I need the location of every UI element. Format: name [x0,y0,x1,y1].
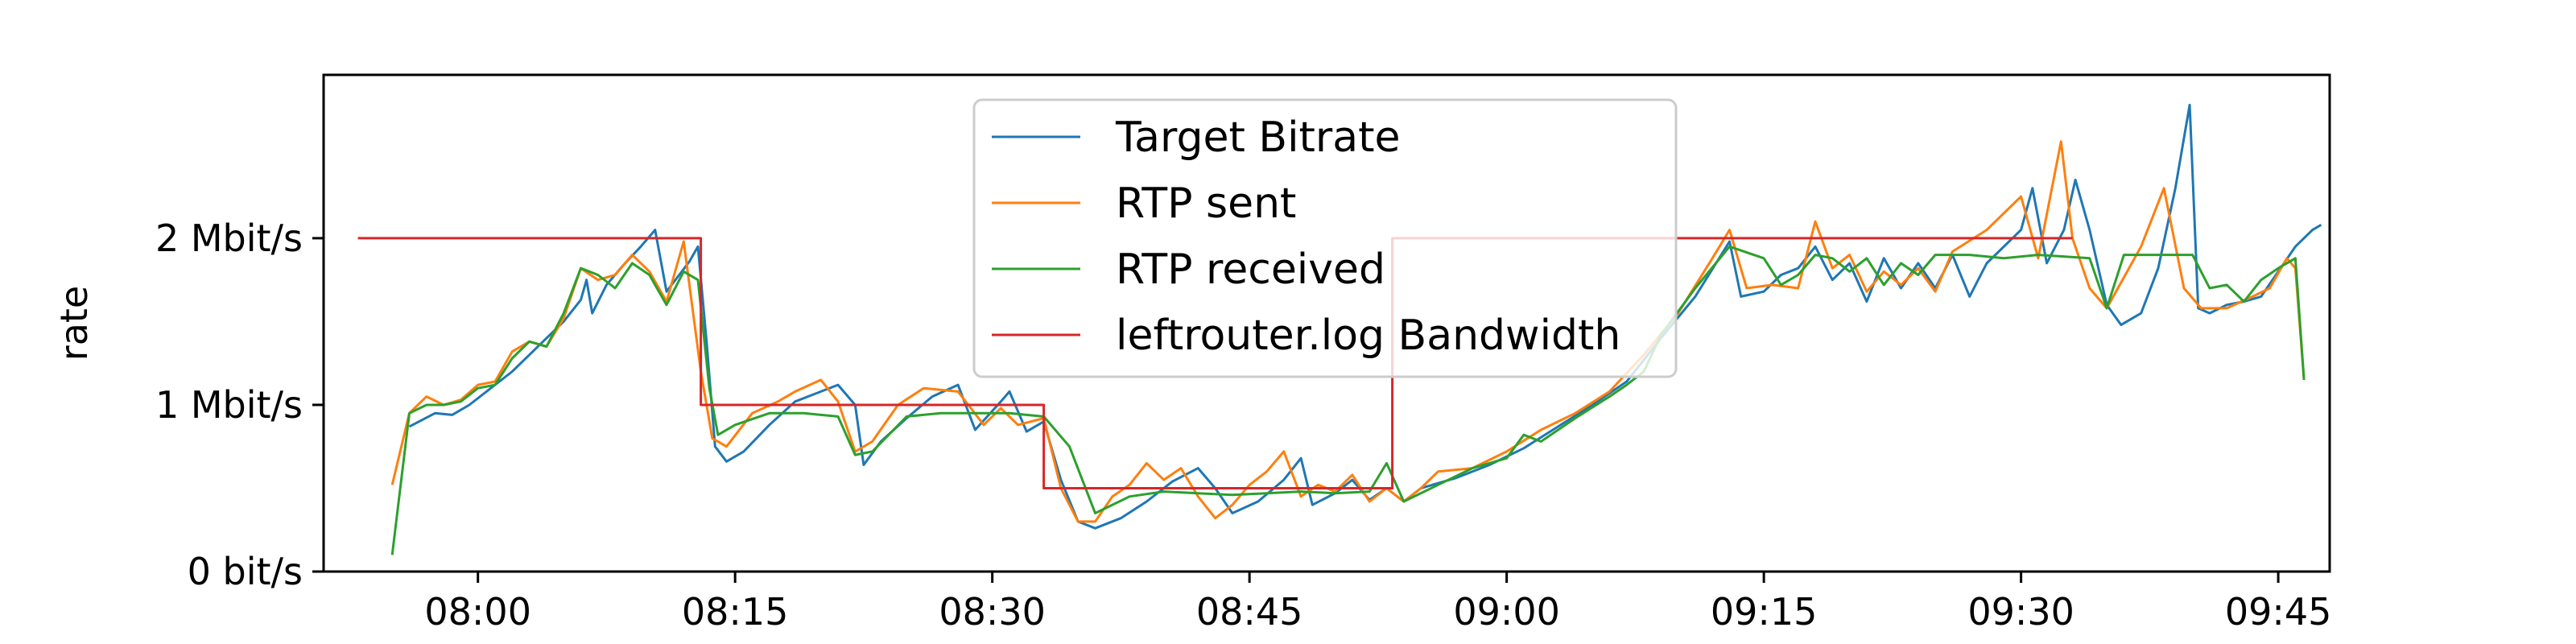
plot-frame [322,73,2331,573]
x-tick-label: 09:45 [2225,590,2332,634]
series-line-2 [390,140,2306,523]
legend-entry: RTP sent [1116,180,1296,228]
x-tick-label: 09:00 [1453,590,1560,634]
y-axis-label: rate [52,286,96,361]
y-tick-label: 2 Mbit/s [155,217,303,260]
series-line-1 [408,103,2322,530]
x-tick-label: 08:00 [424,590,531,634]
x-axis: 08:00 08:15 08:30 08:45 09:00 09:15 09:30 09:45 [424,572,2331,634]
legend-entry: Target Bitrate [1115,114,1401,162]
legend-entry: RTP received [1116,246,1385,294]
y-axis: 0 bit/s 1 Mbit/s 2 Mbit/s [155,217,324,593]
x-tick-label: 08:15 [682,590,789,634]
x-tick-label: 08:45 [1196,590,1303,634]
y-tick-label: 0 bit/s [188,550,303,593]
legend: Target Bitrate RTP sent RTP received leftro… [972,98,1678,378]
legend-box [972,98,1678,378]
x-tick-label: 08:30 [939,590,1046,634]
x-tick-label: 09:15 [1711,590,1818,634]
x-tick-label: 09:30 [1967,590,2074,634]
series-line-3 [390,245,2306,555]
y-tick-label: 1 Mbit/s [155,383,303,427]
legend-entry: leftrouter.log Bandwidth [1116,312,1620,360]
